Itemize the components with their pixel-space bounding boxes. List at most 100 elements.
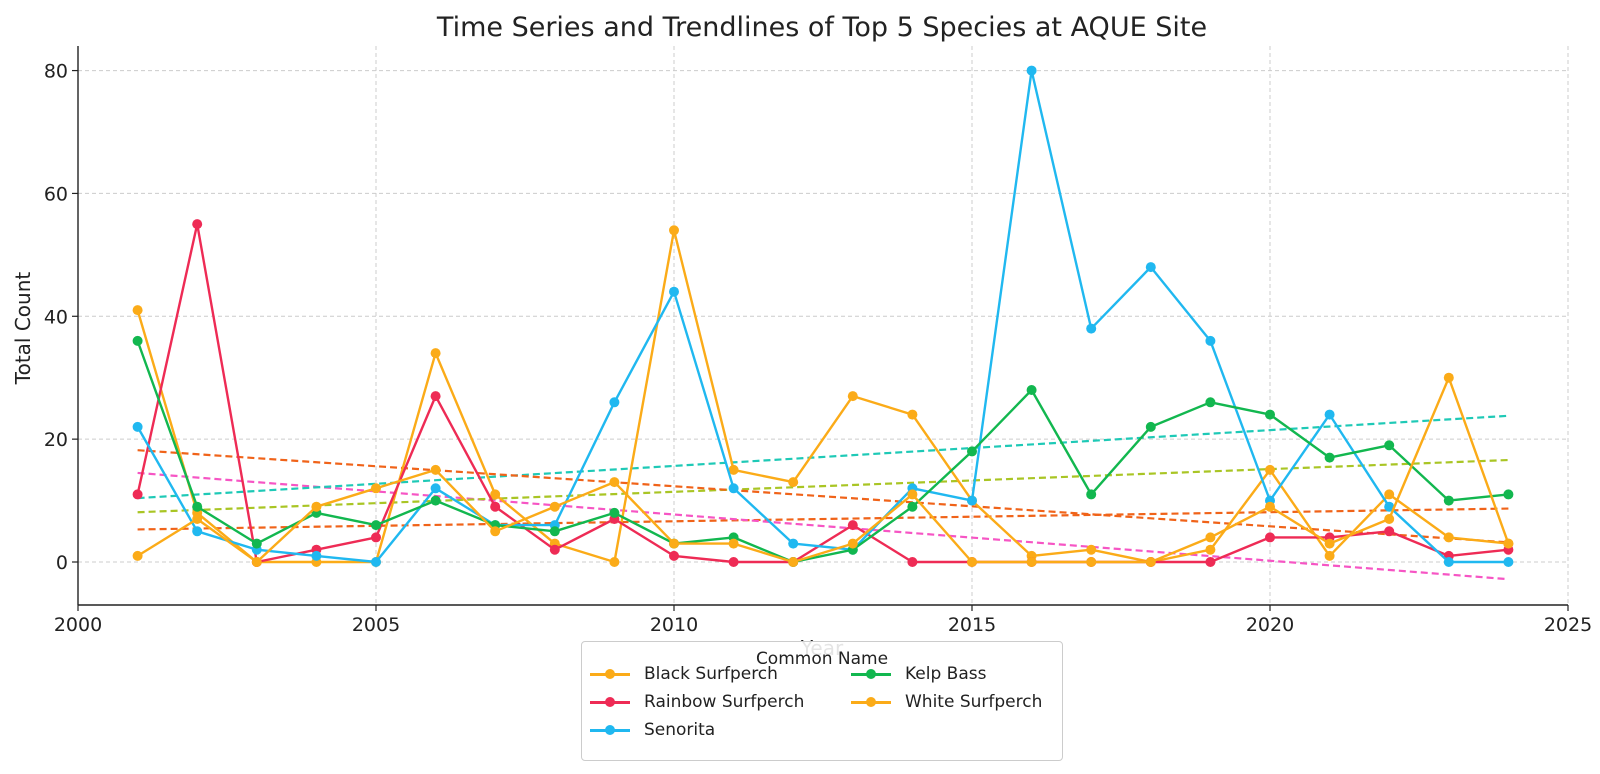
legend-swatch bbox=[590, 690, 630, 714]
data-point bbox=[1384, 440, 1395, 451]
trendline-layer bbox=[137, 414, 1509, 581]
legend-swatch bbox=[851, 662, 891, 686]
y-tick-label: 40 bbox=[44, 306, 68, 328]
data-point bbox=[371, 557, 381, 567]
y-tick-label: 80 bbox=[44, 61, 68, 83]
data-point bbox=[430, 464, 441, 475]
data-point bbox=[430, 483, 441, 494]
y-tick-label: 20 bbox=[44, 429, 68, 451]
data-point bbox=[1503, 538, 1514, 549]
data-point bbox=[490, 501, 501, 512]
data-point bbox=[967, 446, 977, 457]
series-line bbox=[136, 376, 1510, 564]
data-point bbox=[371, 532, 381, 543]
data-point bbox=[1026, 557, 1037, 567]
data-point bbox=[1443, 557, 1454, 567]
data-point bbox=[430, 348, 441, 359]
data-point bbox=[788, 477, 799, 488]
data-point bbox=[1324, 550, 1335, 561]
legend-label: Black Surfperch bbox=[644, 664, 778, 684]
legend-label: Senorita bbox=[644, 720, 716, 740]
data-point bbox=[1205, 397, 1216, 408]
data-point bbox=[132, 421, 143, 432]
tick-label-layer: 2000 2005 2010 2015 2020 2025 0 20 40 60 80 bbox=[44, 61, 1592, 636]
x-tick-label: 2005 bbox=[352, 614, 400, 636]
data-point bbox=[728, 557, 739, 567]
data-point bbox=[1265, 532, 1275, 543]
x-tick-label: 2015 bbox=[948, 614, 996, 636]
data-point bbox=[1265, 409, 1275, 420]
data-point bbox=[1443, 372, 1454, 383]
data-point bbox=[1205, 544, 1216, 555]
data-point bbox=[847, 520, 858, 531]
data-point bbox=[669, 225, 679, 236]
data-point bbox=[490, 489, 501, 500]
data-point bbox=[967, 495, 977, 506]
data-point bbox=[1503, 557, 1514, 567]
axes-layer bbox=[72, 46, 1569, 611]
data-point bbox=[132, 489, 143, 500]
legend-item: Kelp Bass bbox=[851, 662, 986, 686]
data-point bbox=[1145, 557, 1156, 567]
data-point bbox=[549, 544, 560, 555]
data-point bbox=[609, 557, 620, 567]
data-point bbox=[1384, 526, 1395, 537]
x-tick-label: 2020 bbox=[1246, 614, 1294, 636]
data-point bbox=[1086, 557, 1097, 567]
data-point bbox=[669, 286, 679, 297]
data-point bbox=[609, 507, 620, 518]
trendline bbox=[137, 458, 1509, 514]
legend-title: Common Name bbox=[755, 649, 889, 669]
data-point bbox=[1026, 65, 1037, 76]
data-point bbox=[609, 397, 620, 408]
legend-swatch bbox=[851, 690, 891, 714]
legend-item: Black Surfperch bbox=[590, 662, 778, 686]
data-point bbox=[192, 514, 203, 524]
trendline bbox=[137, 507, 1509, 531]
legend-item: Rainbow Surfperch bbox=[590, 690, 804, 714]
data-point bbox=[728, 483, 739, 494]
data-point bbox=[1384, 514, 1395, 524]
data-point bbox=[1086, 489, 1097, 500]
data-point bbox=[847, 538, 858, 549]
x-tick-label: 2025 bbox=[1544, 614, 1592, 636]
data-point bbox=[251, 538, 262, 549]
data-point bbox=[1265, 464, 1275, 475]
data-point bbox=[907, 501, 918, 512]
legend-swatch bbox=[590, 718, 630, 742]
data-point bbox=[967, 557, 977, 567]
legend: Common Name Black Surfperch Rainbow Surfp… bbox=[581, 641, 1063, 761]
data-point bbox=[490, 526, 501, 537]
data-point bbox=[728, 464, 739, 475]
data-point bbox=[549, 526, 560, 537]
series-layer bbox=[132, 65, 1514, 567]
data-point bbox=[1265, 501, 1275, 512]
data-point bbox=[669, 538, 679, 549]
data-point bbox=[1086, 544, 1097, 555]
y-tick-label: 0 bbox=[56, 552, 68, 574]
data-point bbox=[609, 477, 620, 488]
data-point bbox=[371, 483, 381, 494]
legend-label: Kelp Bass bbox=[905, 664, 987, 684]
trendline bbox=[137, 471, 1509, 581]
series-line bbox=[136, 222, 1509, 564]
series-line bbox=[136, 229, 1509, 564]
series-line bbox=[136, 340, 1509, 564]
data-point bbox=[430, 495, 441, 506]
data-point bbox=[1145, 421, 1156, 432]
trendline bbox=[137, 449, 1509, 544]
data-point bbox=[311, 550, 322, 561]
data-point bbox=[192, 526, 203, 537]
x-tick-label: 2000 bbox=[54, 614, 102, 636]
data-point bbox=[132, 305, 143, 316]
data-point bbox=[847, 391, 858, 402]
legend-item: Senorita bbox=[590, 718, 715, 742]
data-point bbox=[1324, 538, 1335, 549]
data-point bbox=[1145, 262, 1156, 273]
chart-title: Time Series and Trendlines of Top 5 Spec… bbox=[436, 12, 1207, 43]
data-point bbox=[1026, 385, 1037, 395]
data-point bbox=[788, 538, 799, 549]
data-point bbox=[1324, 409, 1335, 420]
data-point bbox=[430, 391, 441, 402]
